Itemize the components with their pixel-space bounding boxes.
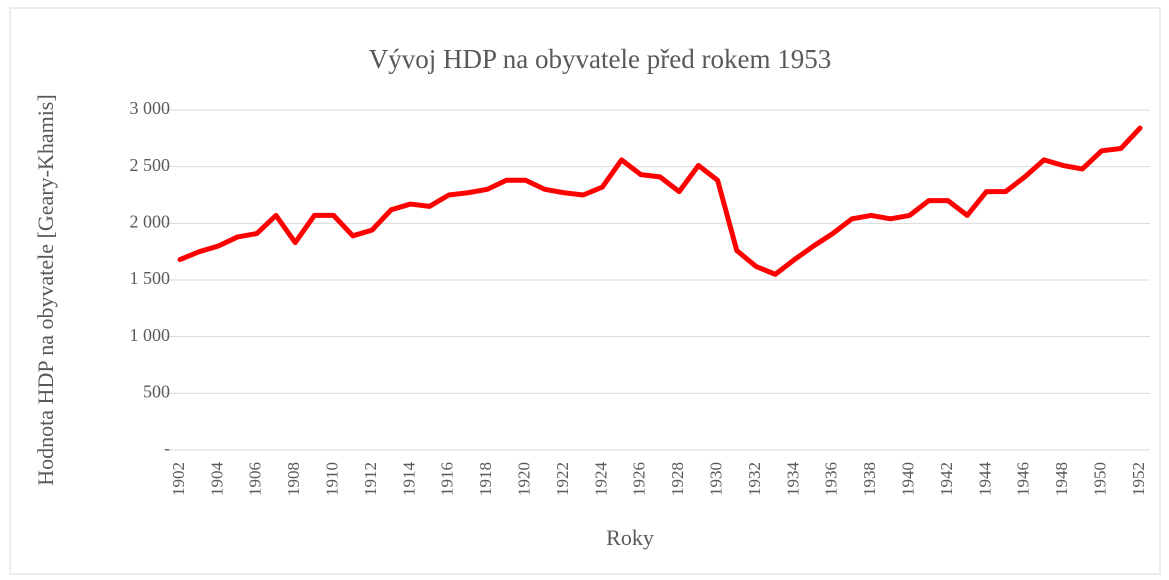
x-tick-label: 1946 (1014, 462, 1033, 496)
y-tick-label: 500 (143, 381, 170, 401)
x-tick-label: 1912 (361, 462, 380, 496)
x-tick-label: 1920 (515, 462, 534, 496)
y-tick-label: 1 500 (130, 268, 171, 288)
y-tick-label: 1 000 (130, 325, 171, 345)
x-tick-label: 1916 (438, 462, 457, 496)
x-axis-label: Roky (606, 525, 654, 550)
y-tick-label: 2 500 (130, 155, 171, 175)
y-tick-label: 2 000 (130, 211, 171, 231)
x-tick-label: 1908 (284, 462, 303, 496)
x-tick-label: 1936 (822, 462, 841, 496)
y-tick-label: 3 000 (130, 98, 171, 118)
x-tick-label: 1918 (476, 462, 495, 496)
x-tick-label: 1948 (1052, 462, 1071, 496)
x-tick-label: 1930 (707, 462, 726, 496)
y-tick-label: - (164, 438, 170, 458)
x-tick-label: 1938 (860, 462, 879, 496)
x-tick-label: 1926 (630, 462, 649, 496)
x-tick-label: 1922 (553, 462, 572, 496)
x-tick-label: 1902 (169, 462, 188, 496)
x-tick-label: 1932 (745, 462, 764, 496)
chart-title: Vývoj HDP na obyvatele před rokem 1953 (369, 44, 831, 74)
x-tick-label: 1904 (207, 462, 226, 497)
x-tick-label: 1914 (399, 462, 418, 497)
x-tick-label: 1950 (1091, 462, 1110, 496)
x-tick-label: 1928 (668, 462, 687, 496)
chart-border (9, 7, 1161, 575)
x-tick-label: 1934 (783, 462, 802, 497)
x-tick-label: 1910 (323, 462, 342, 496)
x-tick-label: 1940 (899, 462, 918, 496)
x-tick-label: 1924 (591, 462, 610, 497)
x-tick-label: 1942 (937, 462, 956, 496)
x-tick-label: 1906 (246, 462, 265, 496)
x-tick-label: 1944 (975, 462, 994, 497)
line (177, 125, 1143, 277)
x-tick-label: 1952 (1129, 462, 1148, 496)
y-axis-label: Hodnota HDP na obyvatele [Geary-Khamis] (33, 94, 58, 486)
